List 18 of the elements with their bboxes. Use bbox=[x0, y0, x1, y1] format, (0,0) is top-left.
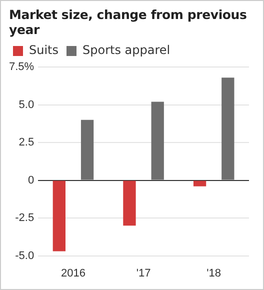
bar bbox=[52, 180, 66, 252]
x-tick-label: '17 bbox=[136, 267, 151, 280]
x-tick-label: '18 bbox=[206, 267, 222, 280]
y-tick-label: 5.0 bbox=[18, 98, 34, 111]
bar bbox=[151, 102, 164, 180]
bar bbox=[123, 180, 136, 226]
x-tick-label: 2016 bbox=[60, 267, 86, 280]
bar bbox=[80, 120, 94, 180]
y-tick-label: -2.5 bbox=[15, 212, 34, 224]
bar bbox=[222, 78, 234, 180]
y-tick-label: 0 bbox=[28, 174, 34, 186]
legend-label: Suits bbox=[29, 43, 59, 58]
legend-label: Sports apparel bbox=[82, 43, 170, 58]
y-tick-label: 2.5 bbox=[18, 136, 34, 149]
y-tick-label: -5.0 bbox=[15, 250, 34, 262]
bar bbox=[193, 180, 206, 186]
y-tick-label: 7.5% bbox=[8, 61, 34, 74]
chart-title: Market size, change from previous year bbox=[9, 7, 248, 37]
